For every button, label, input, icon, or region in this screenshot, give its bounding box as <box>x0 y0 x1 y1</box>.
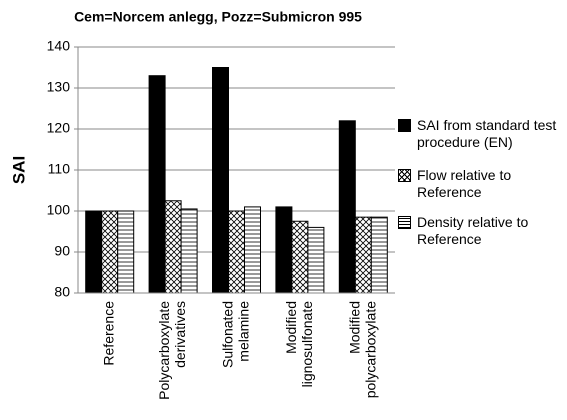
legend-swatch <box>398 216 411 229</box>
legend-swatch <box>398 119 411 132</box>
y-tick-label: 140 <box>47 38 71 54</box>
bar <box>85 210 103 294</box>
y-tick-label: 130 <box>47 79 71 95</box>
bar <box>117 210 135 294</box>
legend-label: Flow relative to Reference <box>417 167 512 200</box>
y-tick-label: 110 <box>48 161 71 177</box>
x-tick-label: Modifiedpolycarboxylate <box>346 301 378 398</box>
x-tick-label: Modifiedlignosulfonate <box>283 301 315 388</box>
bar <box>164 200 182 294</box>
bar <box>354 216 372 294</box>
y-tick-label: 120 <box>47 120 71 136</box>
bar <box>180 208 198 294</box>
bar <box>370 216 388 294</box>
y-axis-label: SAI <box>9 156 28 184</box>
x-tick-label: Sulfonatedmelamine <box>219 301 251 368</box>
bar <box>212 67 229 294</box>
x-tick-label: Polycarboxylatederivatives <box>156 301 188 400</box>
y-tick-label: 90 <box>54 243 70 259</box>
bar <box>148 75 166 294</box>
y-tick-label: 100 <box>47 202 71 218</box>
bar <box>275 206 293 294</box>
legend-entry: SAI from standard test procedure (EN) <box>398 117 564 151</box>
legend-swatch <box>398 169 411 182</box>
bar <box>244 206 261 294</box>
legend-label: SAI from standard test procedure (EN) <box>417 117 557 150</box>
legend-entry: Flow relative to Reference <box>398 167 564 201</box>
bar <box>338 120 356 294</box>
legend-label: Density relative to Reference <box>417 214 529 247</box>
bar <box>291 220 309 294</box>
y-tick-label: 80 <box>54 284 70 300</box>
legend-entry: Density relative to Reference <box>398 214 564 248</box>
x-tick-label: Reference <box>100 301 116 366</box>
bar <box>228 210 245 294</box>
chart-title: Cem=Norcem anlegg, Pozz=Submicron 995 <box>74 9 362 25</box>
bar <box>307 226 325 294</box>
bar <box>101 210 119 294</box>
